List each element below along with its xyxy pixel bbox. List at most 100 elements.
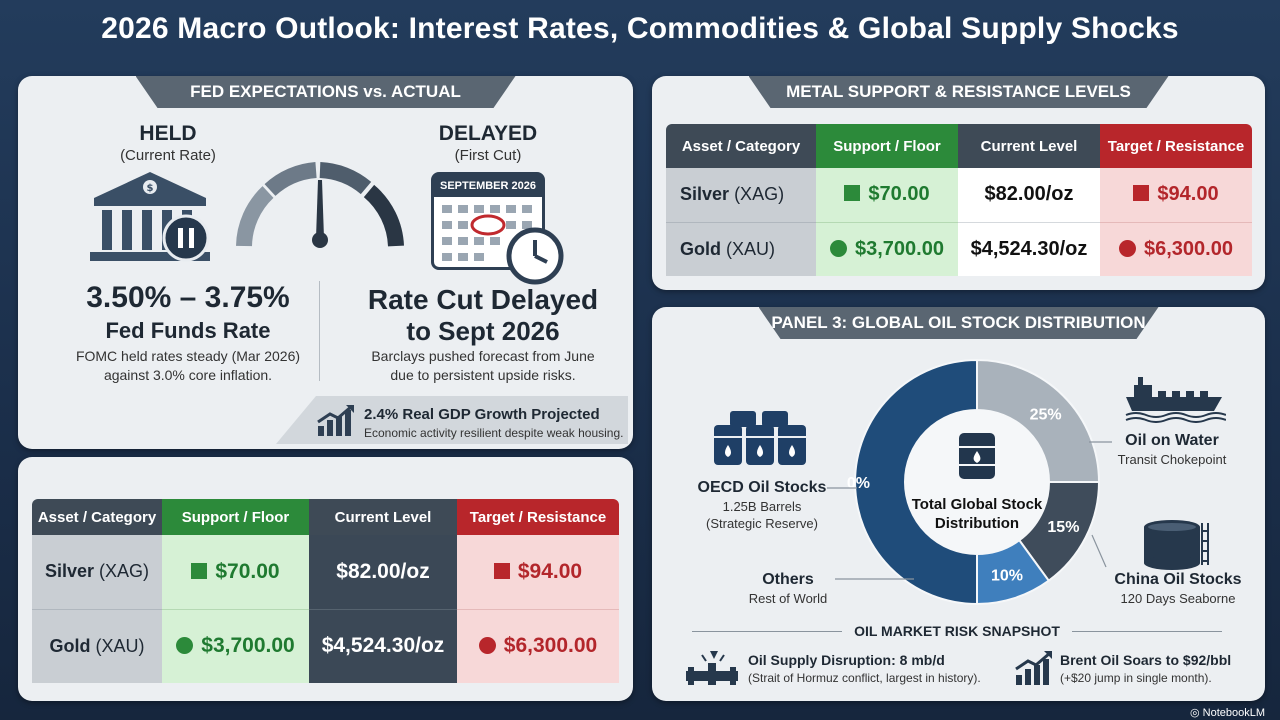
fed-funds-label: Fed Funds Rate [105,318,271,343]
calendar-header: SEPTEMBER 2026 [434,175,542,197]
support-cell: $70.00 [162,535,309,609]
header-current: Current Level [309,499,457,535]
support-value: $3,700.00 [855,237,944,260]
others-title: Others [762,571,814,588]
fed-panel: FED EXPECTATIONS vs. ACTUAL HELD (Curren… [18,76,633,449]
target-cell: $6,300.00 [1100,221,1252,276]
gdp-banner [276,396,628,444]
metals-panel-top: METAL SUPPORT & RESISTANCE LEVELS Asset … [652,76,1265,290]
disruption-title: Oil Supply Disruption: 8 mb/d [748,652,945,668]
oil-barrels-icon [714,411,806,465]
tanker-ship-icon [1125,377,1226,423]
risk-rule-right [1072,631,1222,632]
oil-panel: PANEL 3: GLOBAL OIL STOCK DISTRIBUTION T… [652,307,1265,701]
green-square-icon [191,562,208,579]
green-circle-icon [830,239,847,257]
asset-code: (XAG) [734,184,785,205]
held-desc-1: FOMC held rates steady (Mar 2026) [75,348,301,364]
oil-donut-chart: Total Global Stock Distribution 25% 15% 10… [847,358,1101,606]
header-asset: Asset / Category [666,124,816,168]
support-value: $70.00 [868,183,930,206]
oecd-title: OECD Oil Stocks [697,479,827,496]
target-cell: $94.00 [1100,168,1252,222]
legend-connectors [827,441,1112,580]
asset-cell: Gold (XAU) [32,608,162,683]
delayed-status: DELAYED [438,122,538,145]
pipeline-disruption-icon [686,651,738,685]
current-cell: $4,524.30/oz [958,221,1100,276]
oecd-sub-1: 1.25B Barrels [722,499,802,514]
header-asset: Asset / Category [32,499,162,535]
donut-label-oil-on-water: 25% [1030,406,1062,423]
brent-sub: (+$20 jump in single month). [1060,671,1212,685]
svg-text:$: $ [147,183,154,194]
table-row: Silver (XAG) $70.00 $82.00/oz $94.00 [666,168,1252,222]
water-sub: Transit Chokepoint [1117,452,1227,467]
asset-code: (XAU) [95,635,145,656]
fed-funds-rate: 3.50% – 3.75% [86,281,290,314]
page-title: 2026 Macro Outlook: Interest Rates, Comm… [101,12,1179,45]
red-circle-icon [1119,239,1136,257]
growth-chart-icon [317,404,354,436]
asset-code: (XAU) [726,238,776,259]
panel-divider [319,281,320,381]
current-cell: $82.00/oz [958,168,1100,222]
table-row: Gold (XAU) $3,700.00 $4,524.30/oz $6,300… [32,608,619,683]
china-sub: 120 Days Seaborne [1120,591,1236,606]
support-value: $3,700.00 [201,634,295,658]
table-row: Gold (XAU) $3,700.00 $4,524.30/oz $6,300… [666,221,1252,276]
watermark-logo-icon: ◎ [1190,707,1200,719]
gdp-sub: Economic activity resilient despite weak… [364,426,624,440]
watermark-text: NotebookLM [1202,707,1266,719]
target-cell: $94.00 [457,535,619,609]
asset-cell: Silver (XAG) [32,535,162,609]
support-value: $70.00 [215,559,280,583]
metals-table-bottom: Asset / Category Support / Floor Current… [32,499,619,683]
red-circle-icon [478,637,496,655]
support-cell: $3,700.00 [816,221,958,276]
header-target: Target / Resistance [1100,124,1252,168]
held-sub: (Current Rate) [120,147,216,164]
asset-code: (XAG) [99,561,150,582]
header-current: Current Level [958,124,1100,168]
oil-panel-tab: PANEL 3: GLOBAL OIL STOCK DISTRIBUTION [759,307,1159,339]
calendar-icon: SEPTEMBER 2026 [431,172,545,270]
current-cell: $82.00/oz [309,535,457,609]
oecd-sub-2: (Strategic Reserve) [706,516,818,531]
red-square-icon [493,562,510,579]
price-up-chart-icon [1015,651,1052,685]
others-sub: Rest of World [748,591,828,606]
delayed-sub: (First Cut) [454,147,522,164]
disruption-sub: (Strait of Hormuz conflict, largest in h… [748,671,981,685]
header-support: Support / Floor [162,499,309,535]
watermark: ◎ NotebookLM [1190,706,1265,719]
rate-cut-headline-2: to Sept 2026 [406,316,560,346]
asset-name: Gold [680,238,721,259]
donut-center-sub: Distribution [935,515,1019,532]
target-value: $6,300.00 [503,634,598,658]
metals-panel-bottom: Asset / Category Support / Floor Current… [18,457,633,701]
asset-name: Gold [49,635,91,656]
clock-icon [506,227,564,285]
asset-name: Silver [44,561,94,582]
target-value: $94.00 [1157,183,1219,206]
current-cell: $4,524.30/oz [309,608,457,683]
target-value: $94.00 [517,559,583,583]
risk-title: OIL MARKET RISK SNAPSHOT [854,623,1060,639]
metals-panel-tab: METAL SUPPORT & RESISTANCE LEVELS [749,76,1169,108]
header-support: Support / Floor [816,124,958,168]
target-value: $6,300.00 [1144,237,1233,260]
green-circle-icon [176,637,194,655]
red-square-icon [1133,185,1150,202]
asset-name: Silver [680,184,730,205]
storage-tank-icon [1144,520,1209,570]
gdp-title: 2.4% Real GDP Growth Projected [364,406,600,423]
held-desc-2: against 3.0% core inflation. [103,367,273,383]
bank-pause-icon: $ [90,172,210,262]
delayed-desc-2: due to persistent upside risks. [390,367,576,383]
metals-table-top: Asset / Category Support / Floor Current… [666,124,1252,276]
delayed-desc-1: Barclays pushed forecast from June [371,348,595,364]
brent-title: Brent Oil Soars to $92/bbl [1060,652,1232,668]
donut-label-china-oil-stocks: 15% [1047,519,1079,536]
asset-cell: Silver (XAG) [666,168,816,222]
